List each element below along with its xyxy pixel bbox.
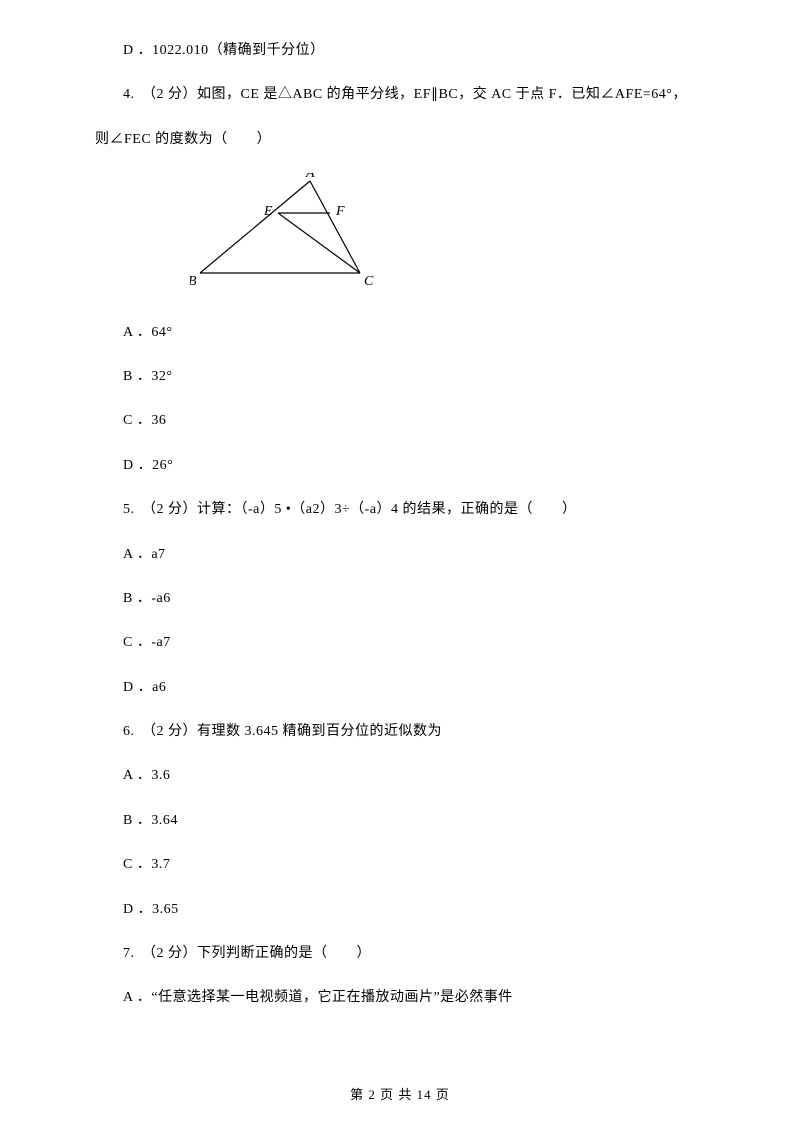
q4-figure: A B C E F	[190, 173, 705, 299]
q6-stem: 6. （2 分）有理数 3.645 精确到百分位的近似数为	[95, 721, 705, 743]
q3-option-d: D ．1022.010（精确到千分位）	[95, 40, 705, 62]
svg-text:A: A	[305, 173, 315, 181]
page-footer: 第 2 页 共 14 页	[0, 1085, 800, 1106]
q4-stem-line2: 则∠FEC 的度数为（ ）	[95, 129, 705, 151]
q6-option-b: B ．3.64	[95, 810, 705, 832]
q4-option-c: C ．36	[95, 410, 705, 432]
svg-text:E: E	[263, 204, 273, 219]
q6-option-d: D ．3.65	[95, 899, 705, 921]
q6-option-c: C ．3.7	[95, 854, 705, 876]
q4-stem-line1: 4. （2 分）如图，CE 是△ABC 的角平分线，EF∥BC，交 AC 于点 …	[95, 84, 705, 106]
q4-option-a: A ．64°	[95, 322, 705, 344]
svg-text:B: B	[190, 274, 197, 289]
page-content: D ．1022.010（精确到千分位） 4. （2 分）如图，CE 是△ABC …	[0, 0, 800, 1010]
q5-option-c: C ．-a7	[95, 632, 705, 654]
q7-stem: 7. （2 分）下列判断正确的是（ ）	[95, 943, 705, 965]
triangle-diagram: A B C E F	[190, 173, 390, 291]
q4-option-b: B ．32°	[95, 366, 705, 388]
q7-option-a: A ．“任意选择某一电视频道，它正在播放动画片”是必然事件	[95, 987, 705, 1009]
q6-option-a: A ．3.6	[95, 765, 705, 787]
svg-text:F: F	[335, 204, 345, 219]
q5-stem: 5. （2 分）计算：（-a）5 •（a2）3÷（-a）4 的结果，正确的是（ …	[95, 499, 705, 521]
q5-option-b: B ．-a6	[95, 588, 705, 610]
q4-option-d: D ．26°	[95, 455, 705, 477]
svg-text:C: C	[364, 274, 374, 289]
q5-option-d: D ．a6	[95, 677, 705, 699]
q5-option-a: A ．a7	[95, 544, 705, 566]
